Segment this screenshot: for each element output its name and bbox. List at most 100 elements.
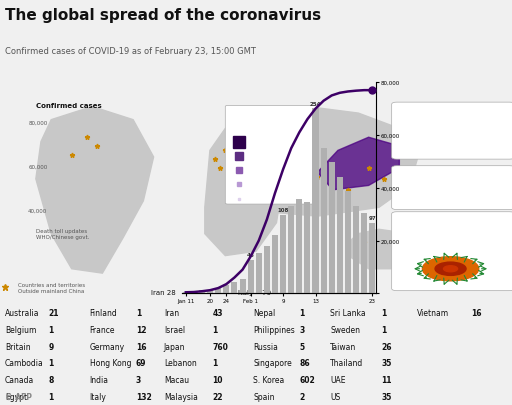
Text: 1: 1 xyxy=(49,392,54,401)
Text: 12: 12 xyxy=(136,325,146,334)
Text: 16: 16 xyxy=(136,342,146,351)
Bar xyxy=(240,279,246,294)
Text: COVID-19
First reported
in Wuhan
December 31: COVID-19 First reported in Wuhan Decembe… xyxy=(401,217,457,247)
Bar xyxy=(223,285,229,294)
Text: Nepal: Nepal xyxy=(253,309,275,318)
Text: Italy: Italy xyxy=(90,392,106,401)
Text: Egypt: Egypt xyxy=(5,392,27,401)
Text: 86: 86 xyxy=(300,358,310,367)
Bar xyxy=(296,199,303,294)
Text: France: France xyxy=(90,325,115,334)
Bar xyxy=(288,207,294,294)
Text: Macau: Macau xyxy=(164,375,189,384)
Text: Sri Lanka: Sri Lanka xyxy=(330,309,366,318)
Bar xyxy=(199,291,205,294)
FancyBboxPatch shape xyxy=(225,106,317,205)
Text: +10: +10 xyxy=(249,182,261,188)
Text: Russia: Russia xyxy=(253,342,279,351)
Text: 16: 16 xyxy=(471,309,482,318)
Text: 35: 35 xyxy=(381,358,392,367)
Text: Iran: Iran xyxy=(164,309,179,318)
Bar xyxy=(304,203,310,294)
Text: Germany: Germany xyxy=(90,342,125,351)
Text: 80,000: 80,000 xyxy=(28,121,48,126)
Text: 11: 11 xyxy=(381,375,392,384)
Bar xyxy=(183,292,189,294)
Text: Lebanon: Lebanon xyxy=(164,358,197,367)
Circle shape xyxy=(435,262,466,276)
Polygon shape xyxy=(317,138,399,190)
Text: +10,000 cases: +10,000 cases xyxy=(249,140,291,145)
Text: 1: 1 xyxy=(300,309,305,318)
Text: Nearly 77,000 cases
+ 1,900 outside
mainland China: Nearly 77,000 cases + 1,900 outside main… xyxy=(401,107,488,140)
Bar xyxy=(215,288,221,294)
Text: Singapore: Singapore xyxy=(253,358,292,367)
Text: Hong Kong: Hong Kong xyxy=(90,358,131,367)
Text: 132: 132 xyxy=(136,392,152,401)
Polygon shape xyxy=(205,120,282,256)
Text: Australia: Australia xyxy=(5,309,39,318)
Polygon shape xyxy=(36,107,154,273)
Bar xyxy=(191,292,197,294)
Text: 40,000: 40,000 xyxy=(28,208,48,213)
Text: Confirmed cases: Confirmed cases xyxy=(36,102,101,108)
Text: 1: 1 xyxy=(381,309,387,318)
Text: 43: 43 xyxy=(212,309,223,318)
Text: 69: 69 xyxy=(136,358,146,367)
Text: 26: 26 xyxy=(381,342,392,351)
Text: Mainland China: Mainland China xyxy=(233,112,294,117)
Bar xyxy=(345,192,351,294)
Text: 1: 1 xyxy=(49,358,54,367)
Bar xyxy=(248,260,254,294)
Text: Death toll updates
WHO/Chinese govt.: Death toll updates WHO/Chinese govt. xyxy=(36,229,89,239)
Text: 602: 602 xyxy=(300,375,315,384)
Text: Thailand: Thailand xyxy=(330,358,364,367)
FancyBboxPatch shape xyxy=(392,212,512,291)
Text: 108: 108 xyxy=(278,207,289,212)
Bar xyxy=(361,214,367,294)
Text: Total deaths:
+ 2,442: Total deaths: + 2,442 xyxy=(401,171,458,192)
Text: 5: 5 xyxy=(300,342,305,351)
Text: 1: 1 xyxy=(381,325,387,334)
Text: 254: 254 xyxy=(310,101,321,106)
Text: 10: 10 xyxy=(212,375,223,384)
Text: Philippines: Philippines xyxy=(253,325,295,334)
Text: Britain: Britain xyxy=(5,342,31,351)
Text: +100: +100 xyxy=(249,168,265,173)
Text: Canada: Canada xyxy=(5,375,34,384)
Text: 1: 1 xyxy=(212,325,218,334)
Text: 1: 1 xyxy=(49,325,54,334)
Text: Sweden: Sweden xyxy=(330,325,360,334)
Text: India: India xyxy=(90,375,109,384)
Bar xyxy=(231,283,238,294)
Text: +1,000: +1,000 xyxy=(249,154,270,159)
Text: Finland: Finland xyxy=(90,309,117,318)
Text: 760: 760 xyxy=(212,342,228,351)
Text: Iran 28: Iran 28 xyxy=(151,289,176,295)
Circle shape xyxy=(422,257,479,281)
Text: 2: 2 xyxy=(300,392,305,401)
Polygon shape xyxy=(246,107,420,217)
Polygon shape xyxy=(348,230,420,269)
Text: US: US xyxy=(330,392,340,401)
Text: 22: 22 xyxy=(212,392,223,401)
FancyBboxPatch shape xyxy=(392,103,512,160)
Bar xyxy=(321,148,327,294)
Text: 46: 46 xyxy=(247,252,254,257)
Text: Italy    79: Italy 79 xyxy=(238,289,271,295)
Text: 3: 3 xyxy=(136,375,141,384)
Bar xyxy=(369,223,375,294)
Bar xyxy=(312,109,318,294)
FancyBboxPatch shape xyxy=(392,166,512,210)
Text: Taiwan: Taiwan xyxy=(330,342,356,351)
Text: 8: 8 xyxy=(49,375,54,384)
Text: Vietnam: Vietnam xyxy=(417,309,450,318)
Text: 60,000: 60,000 xyxy=(28,164,48,169)
Text: 1: 1 xyxy=(136,309,141,318)
Text: © AFP: © AFP xyxy=(5,392,32,401)
Bar xyxy=(255,254,262,294)
Text: Confirmed cases of COVID-19 as of February 23, 15:00 GMT: Confirmed cases of COVID-19 as of Februa… xyxy=(5,47,256,56)
Text: Spain: Spain xyxy=(253,392,275,401)
Text: 35: 35 xyxy=(381,392,392,401)
Text: Malaysia: Malaysia xyxy=(164,392,198,401)
